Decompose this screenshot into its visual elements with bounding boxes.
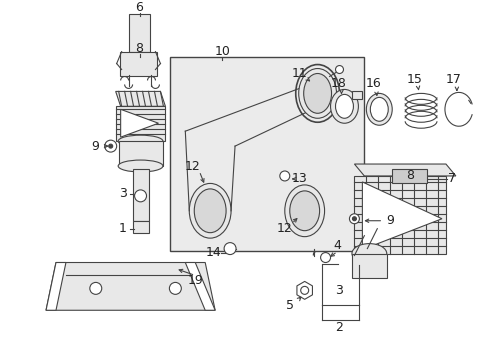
- Polygon shape: [185, 262, 215, 310]
- Ellipse shape: [118, 160, 163, 172]
- Polygon shape: [46, 262, 215, 310]
- Bar: [170, 57, 364, 251]
- Text: 8: 8: [406, 170, 413, 183]
- Text: 17: 17: [445, 73, 461, 86]
- Text: 5: 5: [285, 299, 293, 312]
- Bar: [132, 221, 148, 233]
- Circle shape: [349, 214, 359, 224]
- Text: 12: 12: [184, 159, 200, 172]
- Circle shape: [300, 287, 308, 294]
- Text: 8: 8: [135, 42, 143, 55]
- Ellipse shape: [303, 73, 331, 113]
- Text: 14: 14: [205, 246, 221, 259]
- Circle shape: [279, 171, 289, 181]
- Circle shape: [108, 144, 112, 148]
- Circle shape: [352, 217, 356, 221]
- Ellipse shape: [298, 68, 336, 118]
- Text: 3: 3: [335, 284, 343, 297]
- Text: 12: 12: [276, 222, 292, 235]
- Ellipse shape: [189, 184, 231, 238]
- Bar: [132, 169, 148, 221]
- Text: 4: 4: [333, 239, 341, 252]
- Bar: [391, 169, 426, 183]
- Bar: [120, 51, 157, 76]
- Circle shape: [169, 282, 181, 294]
- Text: 19: 19: [187, 274, 203, 287]
- Polygon shape: [362, 182, 441, 249]
- Bar: [116, 106, 165, 141]
- Ellipse shape: [289, 191, 319, 231]
- Ellipse shape: [118, 135, 163, 147]
- Text: 3: 3: [119, 187, 126, 201]
- Text: 15: 15: [407, 73, 422, 86]
- Ellipse shape: [335, 94, 353, 118]
- Text: 6: 6: [135, 1, 143, 14]
- Polygon shape: [121, 109, 158, 137]
- Circle shape: [104, 140, 117, 152]
- Text: 2: 2: [335, 321, 343, 334]
- Text: 9: 9: [91, 140, 99, 153]
- Text: 9: 9: [386, 214, 393, 227]
- Ellipse shape: [351, 244, 386, 264]
- Circle shape: [335, 66, 343, 73]
- Ellipse shape: [369, 97, 387, 121]
- Bar: [128, 14, 150, 51]
- Text: 16: 16: [365, 77, 381, 90]
- Polygon shape: [46, 262, 66, 310]
- Bar: [352, 91, 362, 99]
- Text: 18: 18: [330, 77, 346, 90]
- Circle shape: [224, 243, 236, 255]
- Bar: [352, 253, 386, 278]
- Ellipse shape: [330, 89, 358, 123]
- Polygon shape: [354, 164, 455, 176]
- Text: 7: 7: [447, 172, 455, 185]
- Circle shape: [320, 253, 330, 262]
- Polygon shape: [116, 91, 165, 106]
- Circle shape: [90, 282, 102, 294]
- Ellipse shape: [284, 185, 324, 237]
- Text: 13: 13: [291, 172, 307, 185]
- Bar: [119, 141, 163, 166]
- Text: 10: 10: [214, 45, 229, 58]
- Ellipse shape: [366, 93, 391, 125]
- Bar: [354, 176, 445, 253]
- Text: 11: 11: [291, 67, 307, 80]
- Circle shape: [134, 190, 146, 202]
- Text: 1: 1: [119, 222, 126, 235]
- Ellipse shape: [194, 189, 225, 233]
